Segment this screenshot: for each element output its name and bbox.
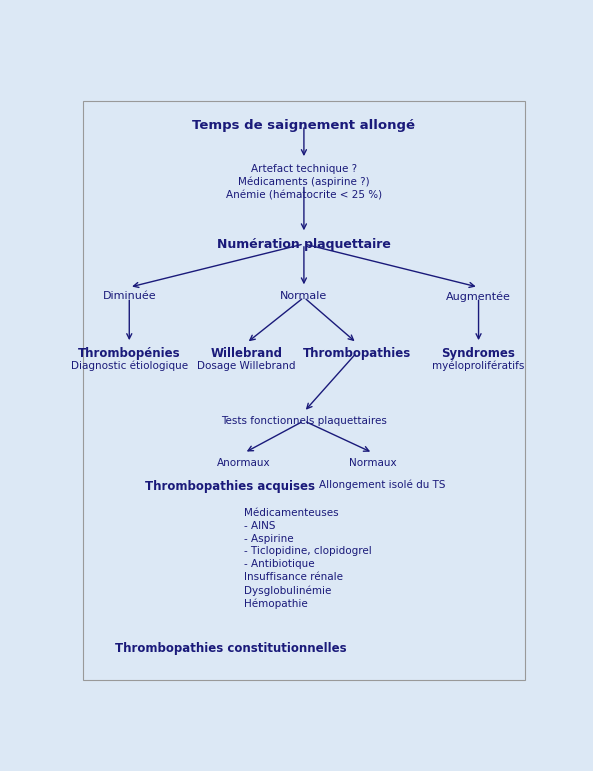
- Text: Thrombopathies acquises: Thrombopathies acquises: [145, 480, 315, 493]
- Text: Normale: Normale: [280, 291, 327, 301]
- Text: Anormaux: Anormaux: [218, 458, 271, 468]
- Text: Médicamenteuses
- AINS
- Aspirine
- Ticlopidine, clopidogrel
- Antibiotique
Insu: Médicamenteuses - AINS - Aspirine - Ticl…: [244, 508, 372, 609]
- Text: Thrombopathies constitutionnelles: Thrombopathies constitutionnelles: [114, 641, 346, 655]
- Text: Diagnostic étiologique: Diagnostic étiologique: [71, 361, 188, 372]
- Text: Numération plaquettaire: Numération plaquettaire: [217, 238, 391, 251]
- Text: Normaux: Normaux: [349, 458, 397, 468]
- Text: Thrombopénies: Thrombopénies: [78, 347, 181, 359]
- Text: Thrombopathies: Thrombopathies: [302, 347, 411, 359]
- Text: Augmentée: Augmentée: [446, 291, 511, 302]
- Text: Allongement isolé du TS: Allongement isolé du TS: [319, 480, 445, 490]
- Text: Syndromes: Syndromes: [442, 347, 515, 359]
- Text: Tests fonctionnels plaquettaires: Tests fonctionnels plaquettaires: [221, 416, 387, 426]
- Text: myéloprolifératifs: myéloprolifératifs: [432, 361, 525, 372]
- Text: Dosage Willebrand: Dosage Willebrand: [197, 361, 296, 371]
- Text: Diminuée: Diminuée: [103, 291, 156, 301]
- Text: Willebrand: Willebrand: [211, 347, 282, 359]
- Text: Temps de saignement allongé: Temps de saignement allongé: [192, 120, 416, 133]
- Text: Artefact technique ?
Médicaments (aspirine ?)
Anémie (hématocrite < 25 %): Artefact technique ? Médicaments (aspiri…: [226, 163, 382, 200]
